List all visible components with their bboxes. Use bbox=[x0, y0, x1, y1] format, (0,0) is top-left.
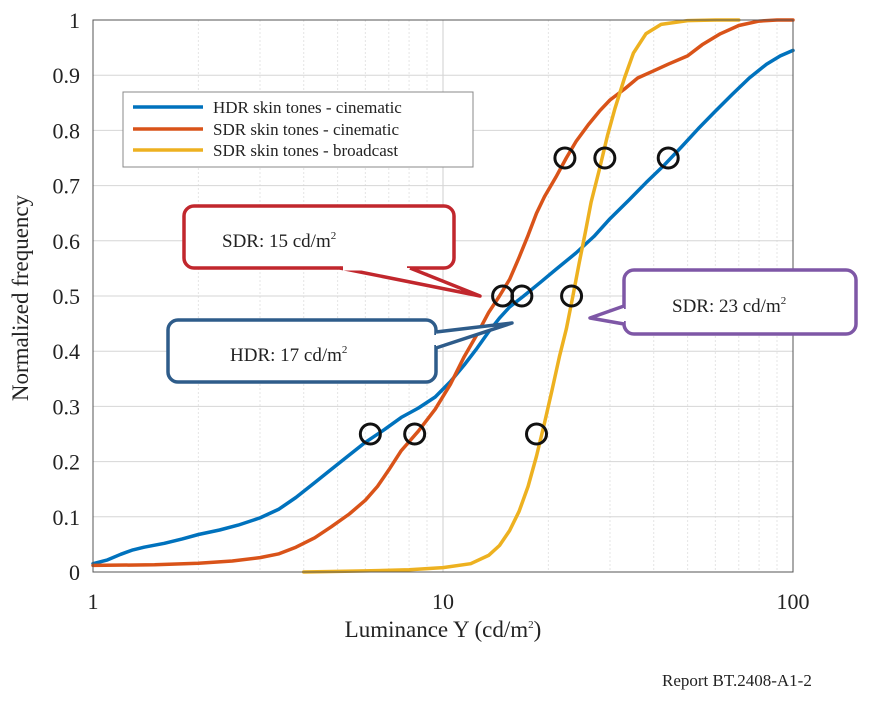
x-tick-label: 10 bbox=[432, 589, 454, 614]
callout-label-sdr-23: SDR: 23 cd/m bbox=[672, 296, 781, 317]
callout-sdr-23: SDR: 23 cd/m2 bbox=[588, 268, 858, 336]
y-tick-label: 0 bbox=[69, 560, 80, 585]
percentile-marker bbox=[656, 146, 680, 170]
percentile-marker bbox=[510, 284, 534, 308]
series-line-3 bbox=[301, 18, 741, 574]
callout-box-hdr-17 bbox=[166, 318, 438, 384]
callout-box-sdr-15 bbox=[182, 204, 456, 270]
series-layer bbox=[91, 18, 795, 574]
callout-text-sdr-15: SDR: 15 cd/m2 bbox=[222, 230, 336, 252]
percentile-marker bbox=[593, 146, 617, 170]
callout-sup-sdr-23: 2 bbox=[781, 295, 787, 307]
x-tick-label: 100 bbox=[777, 589, 810, 614]
callout-box-sdr-23 bbox=[622, 268, 858, 336]
y-tick-label: 1 bbox=[69, 8, 80, 33]
callout-sdr-15: SDR: 15 cd/m2 bbox=[182, 204, 482, 298]
marker-layer bbox=[358, 146, 680, 446]
percentile-marker bbox=[403, 422, 427, 446]
percentile-marker bbox=[525, 422, 549, 446]
legend-label-sdr-cinematic: SDR skin tones - cinematic bbox=[213, 120, 399, 139]
callout-text-hdr-17: HDR: 17 cd/m2 bbox=[230, 344, 347, 366]
y-tick-label: 0.9 bbox=[53, 63, 81, 88]
callout-label-sdr-15: SDR: 15 cd/m bbox=[222, 231, 331, 252]
callout-text-sdr-23: SDR: 23 cd/m2 bbox=[672, 295, 786, 317]
x-axis-label-main: Luminance Y (cd/m bbox=[345, 617, 529, 642]
x-axis-label-end: ) bbox=[534, 617, 542, 642]
y-tick-label: 0.4 bbox=[53, 339, 81, 364]
callout-sup-sdr-15: 2 bbox=[331, 230, 337, 242]
callout-tail-hdr-17 bbox=[435, 321, 514, 350]
x-axis-label-sup: 2 bbox=[528, 619, 534, 631]
report-label: Report BT.2408-A1-2 bbox=[662, 671, 812, 690]
y-tick-label: 0.2 bbox=[53, 450, 81, 475]
percentile-marker bbox=[358, 422, 382, 446]
y-tick-label: 0.6 bbox=[53, 229, 81, 254]
percentile-marker bbox=[553, 146, 577, 170]
callout-label-hdr-17: HDR: 17 cd/m bbox=[230, 345, 342, 366]
x-axis-label: Luminance Y (cd/m2) bbox=[345, 617, 542, 642]
percentile-marker bbox=[560, 284, 584, 308]
callout-hdr-17: HDR: 17 cd/m2 bbox=[166, 318, 514, 384]
legend: HDR skin tones - cinematic SDR skin tone… bbox=[122, 91, 474, 168]
legend-label-sdr-broadcast: SDR skin tones - broadcast bbox=[213, 141, 398, 160]
y-tick-label: 0.7 bbox=[53, 174, 81, 199]
callout-tail-sdr-15 bbox=[339, 266, 482, 298]
tick-layer: 1 10 100 0 0.1 0.2 0.3 0.4 0.5 0.6 0.7 0.8 0.9 1 bbox=[53, 8, 810, 614]
y-tick-label: 0.5 bbox=[53, 284, 81, 309]
callout-tail-sdr-23 bbox=[588, 304, 625, 326]
y-axis-label: Normalized frequency bbox=[8, 194, 33, 401]
x-tick-label: 1 bbox=[88, 589, 99, 614]
callout-sup-hdr-17: 2 bbox=[342, 344, 348, 356]
y-tick-label: 0.3 bbox=[53, 394, 81, 419]
legend-label-hdr-cinematic: HDR skin tones - cinematic bbox=[213, 98, 402, 117]
series-line-2 bbox=[91, 18, 795, 568]
y-tick-label: 0.8 bbox=[53, 118, 81, 143]
y-tick-label: 0.1 bbox=[53, 505, 81, 530]
